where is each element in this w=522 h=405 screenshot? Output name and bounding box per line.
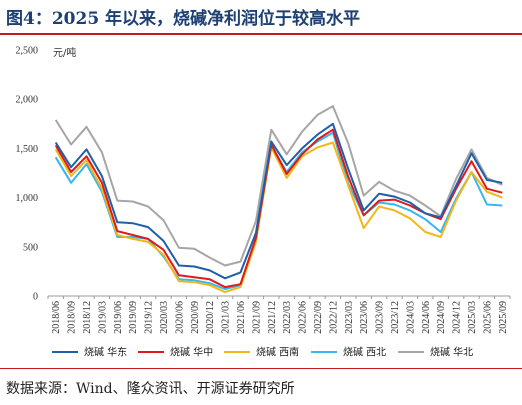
x-tick-label: 2020/06 xyxy=(174,301,185,334)
x-tick-label: 2020/09 xyxy=(190,301,201,334)
x-tick-label: 2025/06 xyxy=(482,301,493,334)
x-tick-label: 2022/12 xyxy=(328,301,339,334)
chart-legend: 烧碱 华东 烧碱 华中 烧碱 西南 烧碱 西北 烧碱 华北 xyxy=(52,346,473,359)
x-tick-label: 2021/09 xyxy=(251,301,262,334)
x-tick-label: 2024/06 xyxy=(421,301,432,334)
x-tick-label: 2023/03 xyxy=(344,301,355,334)
x-tick-label: 2019/03 xyxy=(97,301,108,334)
chart-series xyxy=(54,105,503,294)
x-tick-label: 2023/06 xyxy=(359,301,370,334)
x-tick-label: 2022/06 xyxy=(298,301,309,334)
x-tick-label: 2019/06 xyxy=(113,301,124,334)
legend-label: 烧碱 华北 xyxy=(430,346,473,359)
page-title: 图4：2025 年以来，烧碱净利润位于较高水平 xyxy=(6,9,361,29)
line-chart: 元/吨 0 500 1,000 1,500 2,000 2,500 2018/06 2018/0… xyxy=(16,46,511,359)
series-line-1 xyxy=(54,122,503,280)
x-tick-label: 2018/09 xyxy=(67,301,78,334)
x-tick-label: 2021/03 xyxy=(221,301,232,334)
y-tick-label: 0 xyxy=(33,292,38,303)
x-tick-label: 2018/12 xyxy=(82,301,93,334)
title-rule xyxy=(0,33,522,35)
chart-axes: 元/吨 0 500 1,000 1,500 2,000 2,500 2018/06 2018/0… xyxy=(16,46,511,334)
y-tick-label: 1,000 xyxy=(16,193,39,204)
footer-rule xyxy=(0,368,522,369)
legend-label: 烧碱 西南 xyxy=(256,346,299,359)
x-tick-label: 2021/12 xyxy=(267,301,278,334)
x-tick-label: 2020/03 xyxy=(159,301,170,334)
legend-label: 烧碱 华中 xyxy=(170,346,213,359)
legend-label: 烧碱 西北 xyxy=(343,346,386,359)
x-tick-label: 2022/09 xyxy=(313,301,324,334)
x-tick-label: 2019/09 xyxy=(128,301,139,334)
x-tick-label: 2025/09 xyxy=(498,301,509,334)
x-tick-label: 2020/12 xyxy=(205,301,216,334)
x-tick-label: 2022/03 xyxy=(282,301,293,334)
y-tick-label: 1,500 xyxy=(16,144,39,155)
series-line-5 xyxy=(54,105,503,267)
y-tick-label: 2,000 xyxy=(16,95,39,106)
x-tick-label: 2021/06 xyxy=(236,301,247,334)
source-note: 数据来源：Wind、隆众资讯、开源证券研究所 xyxy=(6,381,295,397)
legend-label: 烧碱 华东 xyxy=(84,346,127,359)
x-tick-label: 2025/03 xyxy=(467,301,478,334)
x-tick-label: 2024/03 xyxy=(405,301,416,334)
x-tick-label: 2019/12 xyxy=(144,301,155,334)
x-tick-label: 2023/12 xyxy=(390,301,401,334)
x-tick-label: 2024/09 xyxy=(436,301,447,334)
x-tick-label: 2023/09 xyxy=(375,301,386,334)
y-tick-label: 2,500 xyxy=(16,46,39,57)
y-axis-unit: 元/吨 xyxy=(53,46,76,59)
series-line-3 xyxy=(54,141,503,294)
x-tick-label: 2024/12 xyxy=(452,301,463,334)
y-tick-label: 500 xyxy=(23,242,38,253)
series-line-4 xyxy=(54,131,503,291)
title-bar: 图4：2025 年以来，烧碱净利润位于较高水平 xyxy=(0,0,522,35)
x-tick-label: 2018/06 xyxy=(51,301,62,334)
